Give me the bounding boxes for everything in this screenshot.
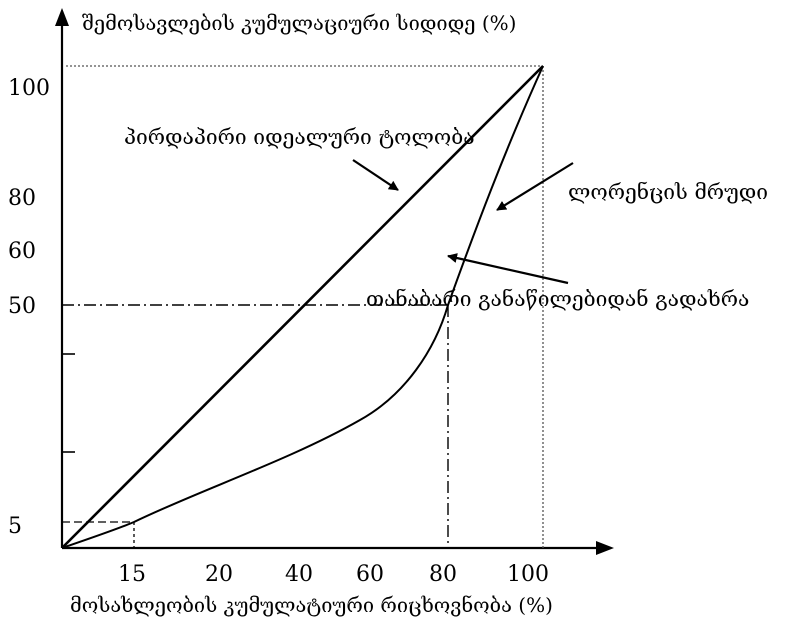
x-tick-label: 20 bbox=[205, 562, 233, 587]
x-tick-label: 100 bbox=[507, 562, 549, 587]
x-tick-label: 60 bbox=[356, 562, 384, 587]
deviation-pointer-arrow bbox=[447, 253, 569, 285]
x-tick-label: 15 bbox=[118, 562, 146, 587]
y-axis-arrowhead bbox=[55, 8, 69, 26]
y-axis-title: შემოსავლების კუმულაციური სიდიდე (%) bbox=[82, 11, 516, 35]
lorenz-pointer-arrow bbox=[496, 162, 574, 211]
y-tick-label: 100 bbox=[8, 76, 50, 101]
y-tick-label: 60 bbox=[8, 239, 36, 264]
y-tick-label: 80 bbox=[8, 186, 36, 211]
x-tick-label: 80 bbox=[429, 562, 457, 587]
deviation-label: თანაბარი განაწილებიდან გადახრა bbox=[366, 287, 749, 311]
lorenz-curve bbox=[61, 65, 544, 549]
x-axis-title: მოსახლეობის კუმულატიური რიცხოვნობა (%) bbox=[70, 593, 553, 617]
equality-pointer-arrow bbox=[352, 159, 399, 191]
x-axis-arrowhead bbox=[596, 541, 614, 555]
y-tick-label: 5 bbox=[8, 514, 22, 539]
y-tick-label: 50 bbox=[8, 294, 36, 319]
x-tick-label: 40 bbox=[285, 562, 313, 587]
equality-line bbox=[61, 65, 544, 549]
equality-line-label: პირდაპირი იდეალური ტოლობა bbox=[124, 125, 475, 149]
lorenz-curve-label: ლორენცის მრუდი bbox=[568, 180, 768, 204]
